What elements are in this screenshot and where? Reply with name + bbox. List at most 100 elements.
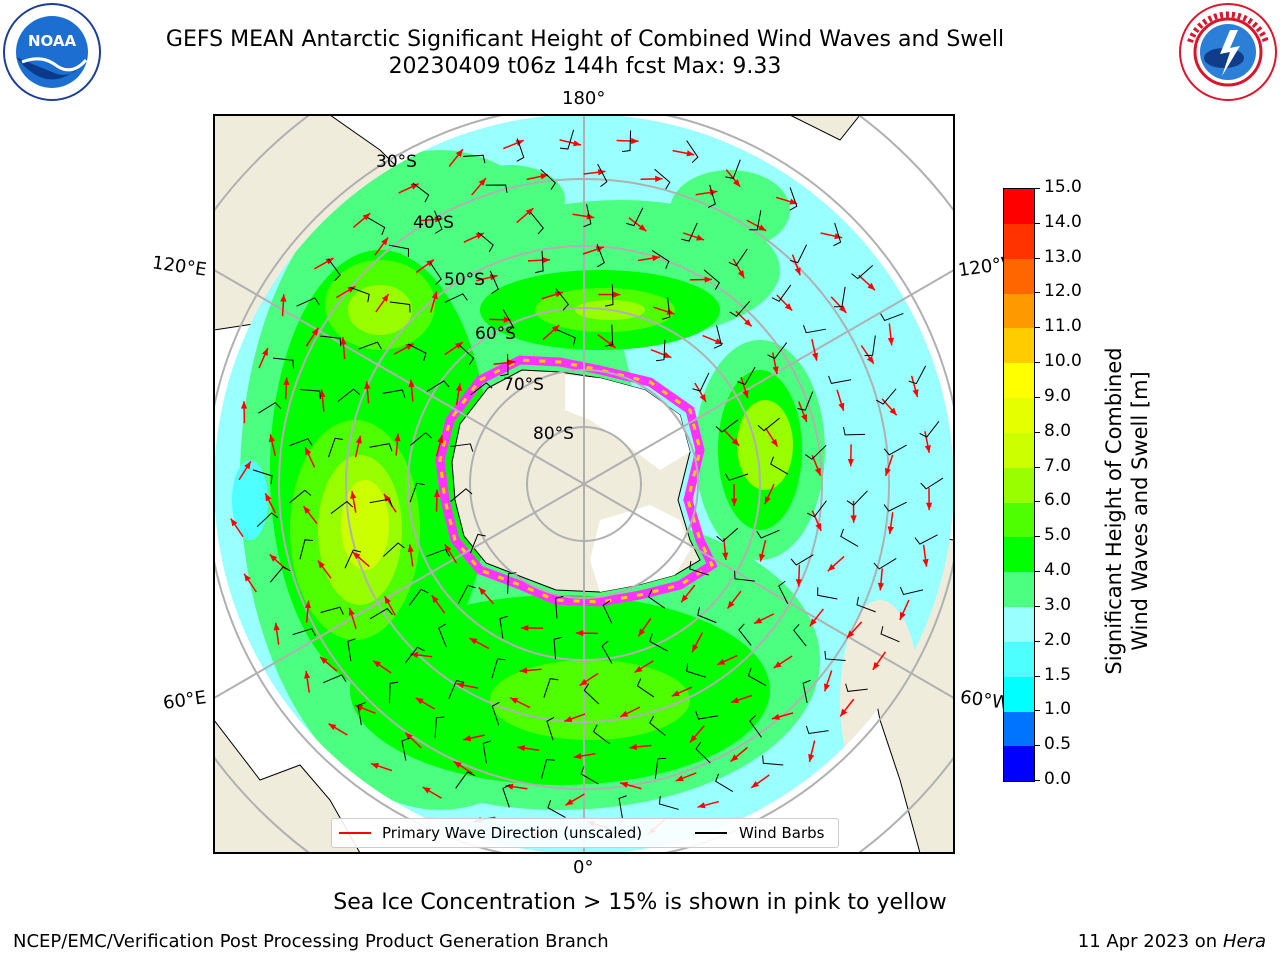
wave-arrow-head — [373, 660, 381, 668]
wave-arrow-head — [758, 224, 767, 231]
wave-arrow-head — [268, 434, 275, 443]
wind-barb — [846, 490, 868, 506]
wind-barb — [833, 222, 842, 247]
wave-arrow-head — [320, 656, 328, 665]
wave-arrow-head — [478, 178, 486, 186]
colorbar-tick-label: 3.0 — [1044, 594, 1072, 615]
wave-arrow-head — [453, 761, 462, 769]
colorbar-tick-mark — [1034, 571, 1040, 573]
lat-label-80s: 80°S — [533, 424, 574, 444]
wind-barb — [516, 138, 525, 162]
wind-barb — [686, 663, 706, 678]
wave-arrow-head — [925, 502, 933, 511]
wave-arrow-head — [515, 140, 524, 146]
lat-label-60s: 60°S — [475, 324, 516, 344]
wind-barb — [771, 284, 792, 302]
map-frame — [213, 114, 955, 854]
wave-arrow-head — [663, 352, 672, 358]
wave-arrow-head — [771, 713, 780, 720]
wind-barb — [344, 549, 362, 569]
wind-barb — [654, 168, 671, 190]
colorbar-tick-label: 8.0 — [1044, 420, 1072, 441]
wave-arrow-head — [742, 390, 749, 399]
wave-arrow-head — [834, 233, 843, 240]
antarctica — [435, 355, 718, 607]
wind-barb — [604, 324, 614, 347]
colorbar-tick-mark — [1034, 466, 1040, 468]
wind-barb — [749, 210, 762, 231]
wind-barb — [369, 498, 393, 507]
wave-arrow-head — [469, 638, 478, 645]
wave-arrow-head — [405, 343, 414, 350]
lat-label-70s: 70°S — [503, 375, 544, 395]
wave-arrow-head — [283, 377, 290, 386]
wind-barb — [908, 365, 927, 385]
wave-arrow-head — [754, 617, 763, 624]
wave-arrow-head — [838, 402, 845, 411]
colorbar-segment — [1004, 572, 1034, 608]
wave-arrow-head — [731, 498, 738, 506]
wave-arrow-head — [489, 274, 498, 281]
wind-barb — [426, 380, 450, 392]
wave-arrow-head — [814, 467, 821, 476]
colorbar-segment — [1004, 223, 1034, 259]
colorbar-tick-label: 9.0 — [1044, 385, 1072, 406]
wind-barb — [605, 284, 614, 307]
wave-arrow-head — [564, 716, 573, 722]
wind-barb — [553, 636, 562, 660]
wave-arrow-head — [304, 670, 311, 679]
wave-arrow-head — [620, 710, 629, 717]
wave-arrow-head — [394, 433, 401, 442]
wind-barb — [407, 343, 427, 361]
wave-arrow-head — [456, 682, 465, 689]
wave-arrow-head — [699, 393, 707, 402]
wind-barb — [824, 650, 846, 662]
wind-barb — [649, 715, 666, 736]
wave-arrow-head — [689, 734, 698, 743]
wind-barb — [408, 588, 429, 606]
wave-arrow-head — [846, 630, 855, 639]
colorbar-tick-mark — [1034, 362, 1040, 364]
wind-barb — [692, 372, 710, 392]
wind-barb — [502, 309, 514, 333]
wind-barb — [388, 244, 410, 257]
wave-arrow-head — [692, 644, 699, 653]
graticule — [214, 115, 954, 853]
colorbar-segment — [1004, 432, 1034, 468]
nws-logo — [1179, 3, 1277, 101]
wave-arrow-head — [652, 255, 660, 262]
colorbar-tick-label: 0.5 — [1044, 734, 1072, 755]
lon-label-0: 0° — [573, 857, 594, 878]
map-subtitle: 20230409 t06z 144h fcst Max: 9.33 — [388, 54, 782, 79]
wind-barb — [747, 667, 767, 686]
colorbar-tick-mark — [1034, 188, 1040, 189]
colorbar-tick-mark — [1034, 745, 1040, 747]
wave-arrow-head — [542, 257, 550, 264]
wave-arrow-head — [431, 595, 439, 604]
wave-arrow-head — [595, 246, 604, 253]
wave-arrow-head — [899, 611, 906, 620]
wave-arrow-head — [744, 319, 752, 327]
wave-arrow-head — [731, 438, 740, 446]
wind-barb — [793, 623, 807, 647]
wind-barb — [843, 426, 866, 436]
wind-barb — [914, 534, 938, 545]
wave-arrow-head — [794, 267, 801, 276]
wind-barb — [728, 248, 748, 267]
wind-barb — [880, 626, 900, 643]
wind-barb — [350, 287, 370, 303]
wave-arrow-head — [704, 276, 713, 283]
wave-arrow-head — [629, 743, 638, 751]
wave-arrow-head — [666, 308, 675, 315]
wind-barb — [756, 529, 780, 539]
wind-barb — [725, 159, 741, 179]
wind-barb — [790, 244, 808, 264]
wind-barb — [546, 717, 555, 741]
wind-barb — [556, 329, 576, 346]
wind-barb — [540, 168, 557, 190]
wind-barb — [426, 548, 450, 557]
wind-barb — [807, 500, 827, 518]
footer-credit: NCEP/EMC/Verification Post Processing Pr… — [13, 931, 609, 952]
wind-barb — [438, 623, 447, 647]
wind-barb — [367, 216, 386, 236]
